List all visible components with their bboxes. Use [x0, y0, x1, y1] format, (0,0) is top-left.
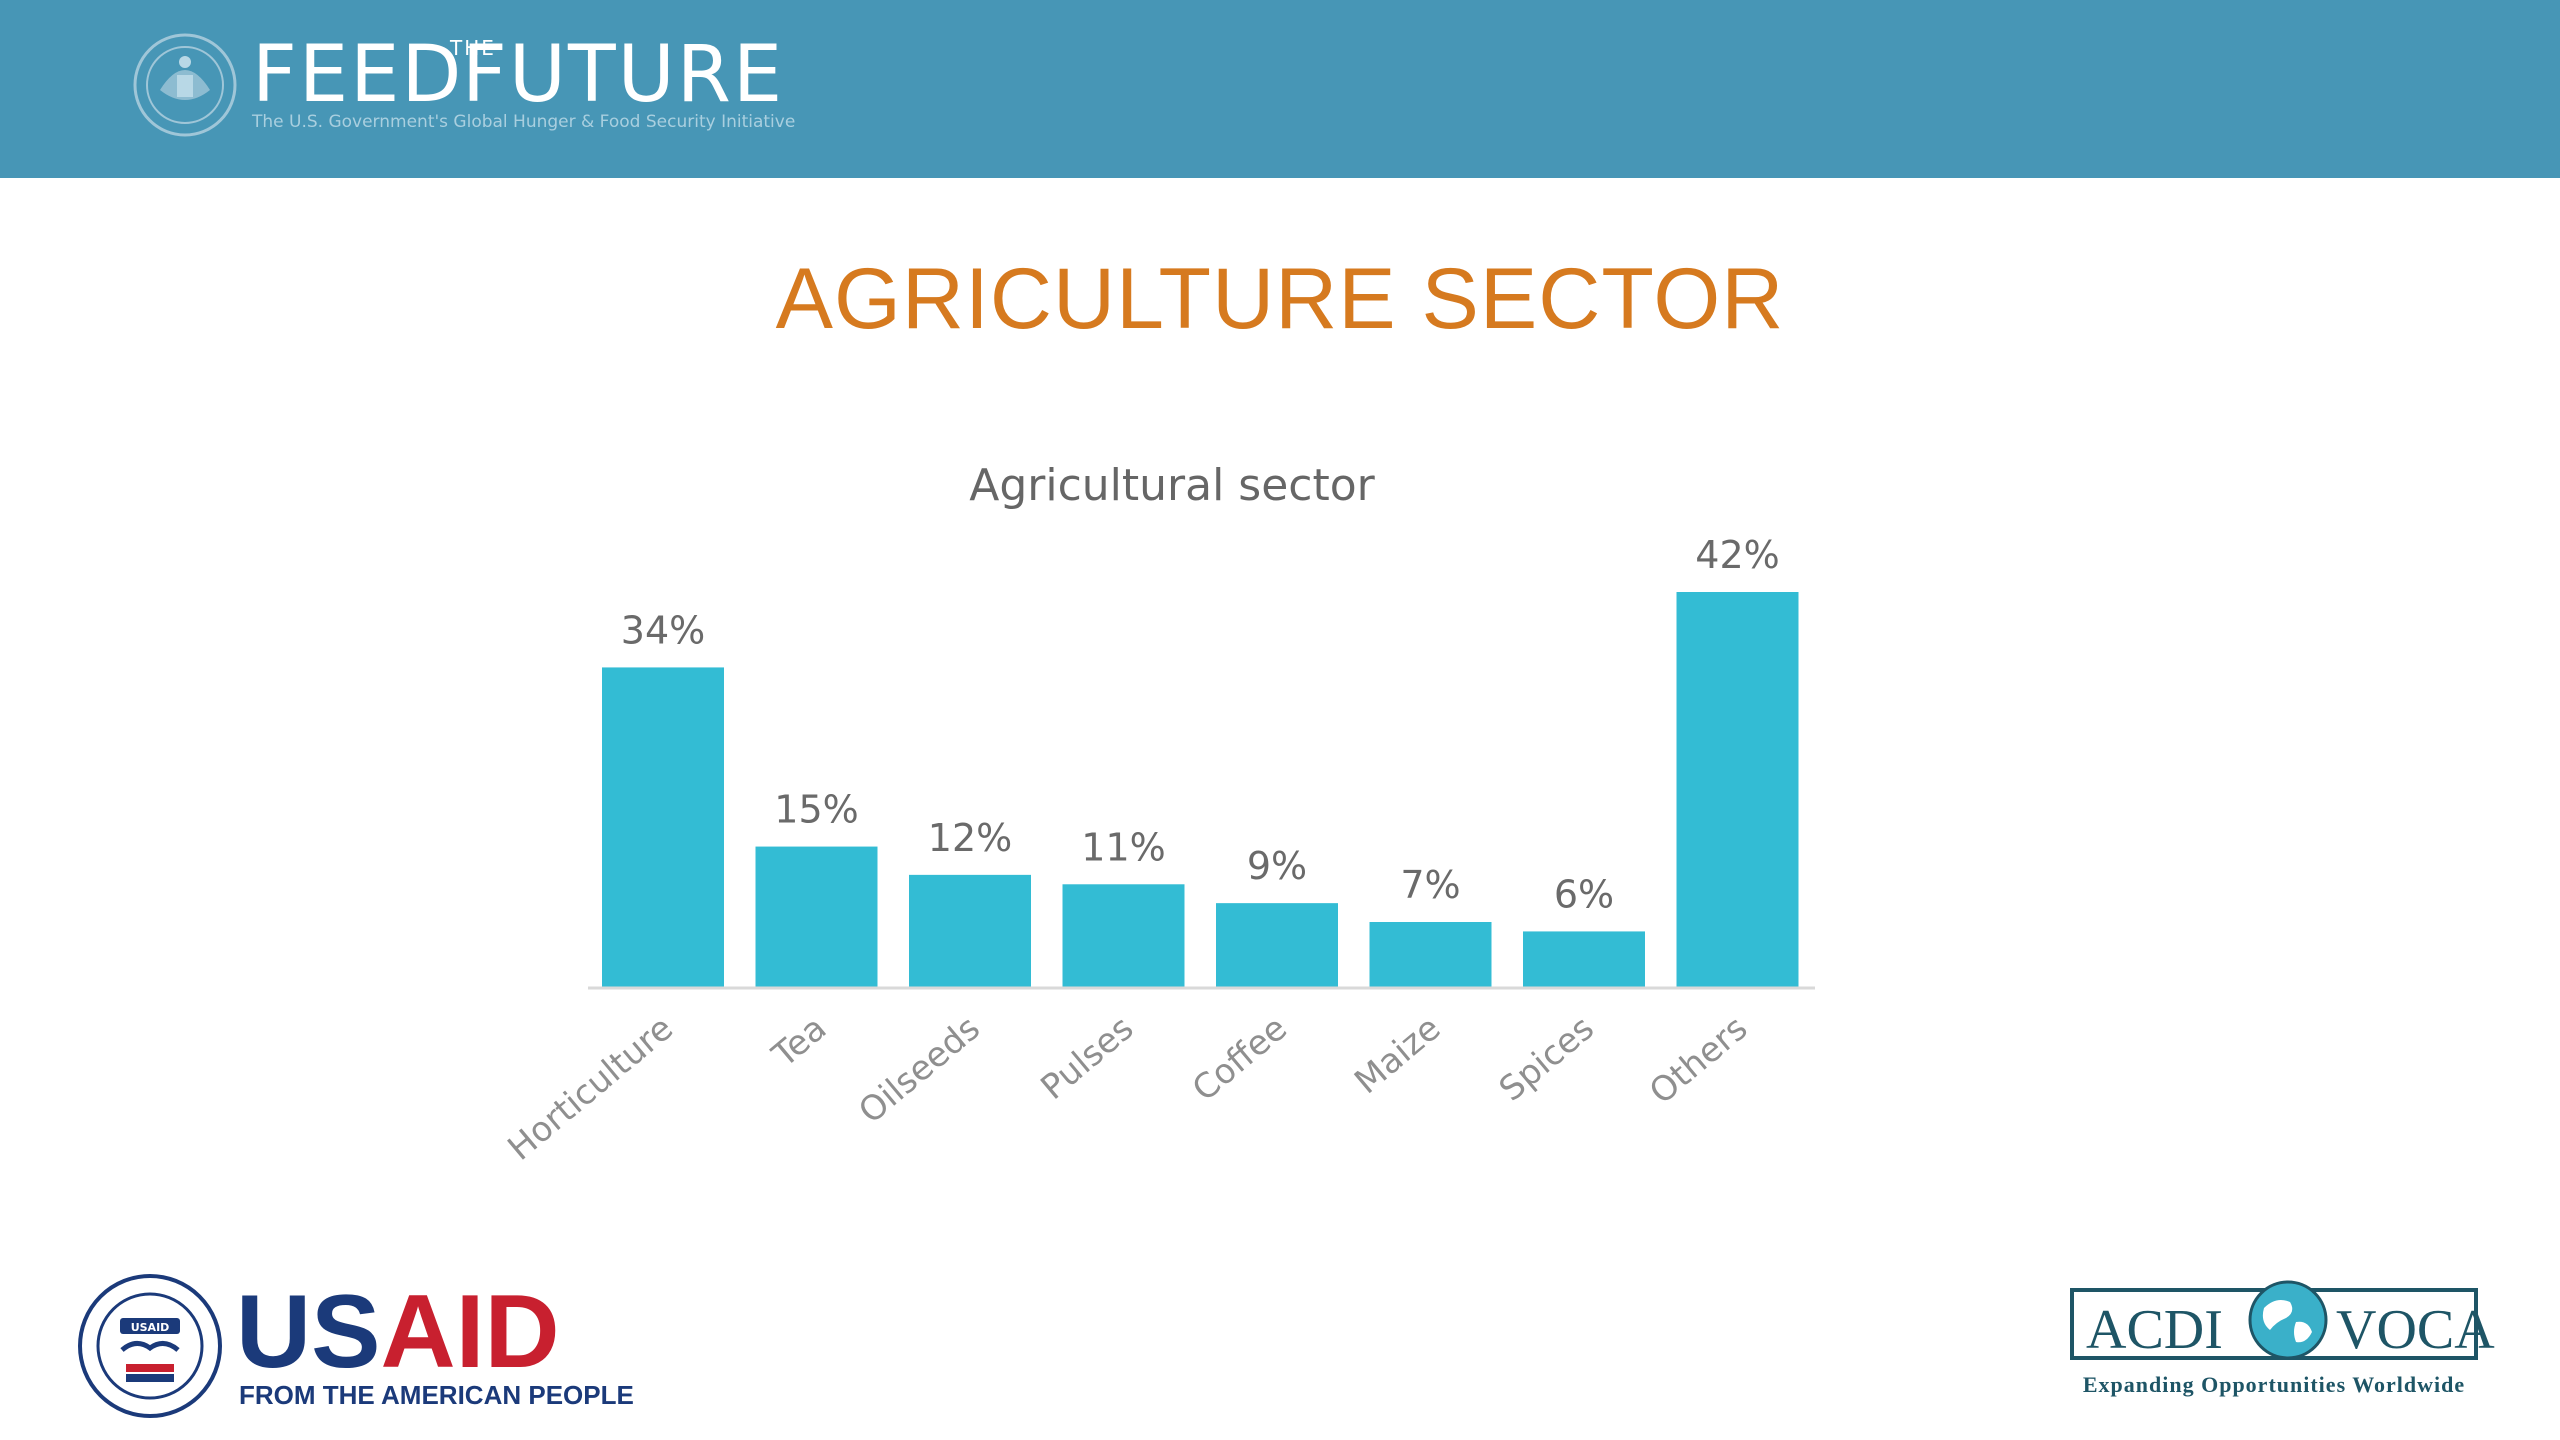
- tick-labels-group: Horticulture Tea Oilseeds Pulses Coffee Maize…: [500, 1008, 1755, 1168]
- acdi-word: ACDI: [2086, 1299, 2223, 1361]
- bar-tea: [755, 846, 878, 988]
- data-label-pulses: 11%: [1081, 825, 1165, 869]
- usaid-wordmark: USAID: [236, 1280, 560, 1384]
- tick-label-oilseeds: Oilseeds: [851, 1008, 987, 1132]
- data-label-maize: 7%: [1400, 863, 1460, 907]
- usaid-logo: USAID USAID FROM THE AMERICAN PEOPLE: [76, 1268, 634, 1428]
- data-label-others: 42%: [1695, 533, 1779, 577]
- bar-oilseeds: [909, 874, 1031, 988]
- bar-horticulture: [602, 667, 724, 988]
- tick-label-others: Others: [1642, 1008, 1755, 1112]
- chart-title: Agricultural sector: [969, 460, 1375, 511]
- bar-pulses: [1062, 884, 1185, 988]
- wordmark-feed: FEED: [252, 30, 464, 120]
- wordmark-future: FUTURE: [462, 30, 785, 120]
- feed-the-future-tagline: The U.S. Government's Global Hunger & Fo…: [252, 112, 796, 132]
- bar-coffee: [1216, 903, 1338, 988]
- feed-the-future-wordmark: FEED THE FUTURE: [252, 30, 782, 120]
- voca-word: VOCA: [2336, 1299, 2495, 1361]
- usaid-seal-label: USAID: [131, 1321, 170, 1334]
- tick-label-spices: Spices: [1492, 1008, 1602, 1109]
- acdi-voca-tagline: Expanding Opportunities Worldwide: [2082, 1372, 2466, 1397]
- data-label-spices: 6%: [1554, 872, 1614, 916]
- bar-others: [1676, 592, 1799, 988]
- bar-spices: [1523, 931, 1645, 988]
- bars-group: [602, 592, 1799, 988]
- acdi-voca-logo: ACDI VOCA Expanding Opportunities Worldw…: [2070, 1280, 2495, 1400]
- data-label-tea: 15%: [774, 788, 858, 832]
- tick-label-horticulture: Horticulture: [500, 1008, 680, 1168]
- slide-title: AGRICULTURE SECTOR: [775, 251, 1785, 347]
- tick-label-maize: Maize: [1347, 1008, 1448, 1102]
- data-label-coffee: 9%: [1247, 844, 1307, 888]
- usaid-wordmark-aid: AID: [380, 1274, 560, 1390]
- data-label-horticulture: 34%: [621, 608, 705, 652]
- us-government-seal-icon: [133, 33, 237, 137]
- usaid-tagline: FROM THE AMERICAN PEOPLE: [239, 1380, 634, 1410]
- data-labels-group: 34% 15% 12% 11% 9% 7% 6% 42%: [621, 533, 1780, 916]
- bar-maize: [1369, 922, 1492, 988]
- tick-label-tea: Tea: [764, 1008, 834, 1076]
- header-band: FEED THE FUTURE The U.S. Government's Gl…: [0, 0, 2560, 178]
- usaid-seal-icon: USAID: [78, 1274, 222, 1418]
- tick-label-coffee: Coffee: [1185, 1008, 1295, 1109]
- data-label-oilseeds: 12%: [928, 816, 1012, 860]
- usaid-wordmark-us: US: [236, 1274, 381, 1390]
- tick-label-pulses: Pulses: [1033, 1008, 1141, 1108]
- globe-icon: [2248, 1280, 2328, 1360]
